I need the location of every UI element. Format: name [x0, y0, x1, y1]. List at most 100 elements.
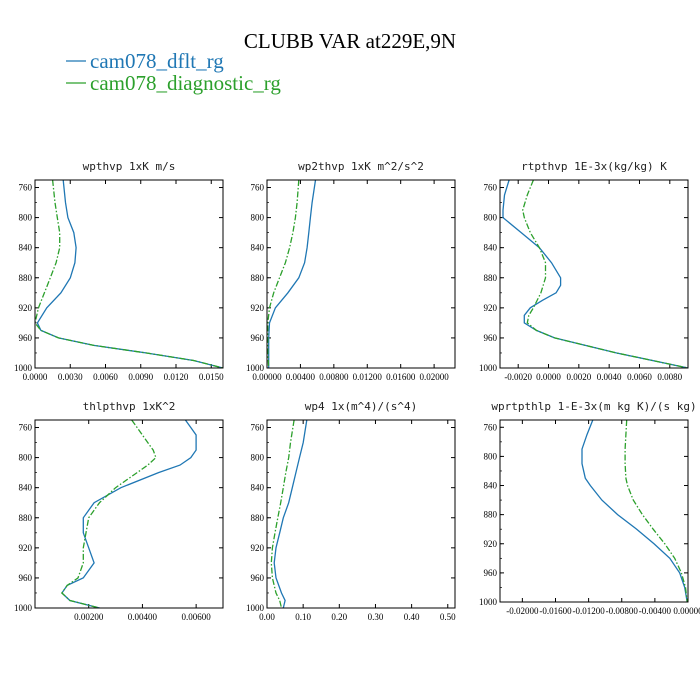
x-tick-label: -0.00400 — [639, 606, 672, 616]
y-tick-label: 800 — [19, 213, 33, 223]
y-tick-label: 800 — [19, 453, 33, 463]
series-line-diagnostic — [522, 180, 688, 368]
x-tick-label: 0.00600 — [182, 612, 212, 622]
x-tick-label: 0.0060 — [93, 372, 118, 382]
y-tick-label: 800 — [484, 213, 498, 223]
x-tick-label: 0.00000 — [252, 372, 282, 382]
y-tick-label: 960 — [19, 573, 33, 583]
y-tick-label: 880 — [251, 273, 265, 283]
panel-5: wp4 1x(m^4)/(s^4)76080084088092096010000… — [246, 400, 456, 622]
y-tick-label: 760 — [484, 422, 498, 432]
figure-title: CLUBB VAR at229E,9N — [244, 29, 456, 53]
x-tick-label: 0.30 — [368, 612, 384, 622]
y-tick-label: 1000 — [14, 603, 33, 613]
panel-4: thlpthvp 1xK^2 760 800 840 880 920 960 1000 0.00… — [14, 400, 224, 622]
y-tick-label: 920 — [19, 303, 33, 313]
x-tick-label: 0.00200 — [74, 612, 104, 622]
x-tick-label: 0.0000 — [536, 372, 561, 382]
x-tick-label: 0.0080 — [657, 372, 682, 382]
y-tick-label: 840 — [251, 243, 265, 253]
panel-3: rtpthvp 1E-3x(kg/kg) K 760 800 840 880 920 960… — [479, 160, 689, 382]
series-line-dflt — [36, 180, 223, 368]
y-tick-label: 880 — [484, 273, 498, 283]
y-tick-label: 920 — [484, 303, 498, 313]
x-tick-label: 0.00400 — [286, 372, 316, 382]
y-tick-label: 1000 — [246, 363, 265, 373]
legend: cam078_dflt_rg cam078_diagnostic_rg — [66, 49, 281, 95]
panel-6: wprtpthlp 1-E-3x(m kg K)/(s kg) 760 800 840… — [479, 400, 700, 616]
y-tick-label: 760 — [251, 423, 265, 433]
plot-frame — [266, 419, 456, 609]
panel-title: wp2thvp 1xK m^2/s^2 — [298, 160, 424, 173]
series-line-dflt — [581, 420, 688, 602]
y-tick-label: 800 — [251, 453, 265, 463]
series-line-dflt — [273, 420, 308, 608]
x-tick-label: 0.00 — [259, 612, 275, 622]
plot-frame — [34, 419, 224, 609]
legend-label-diagnostic: cam078_diagnostic_rg — [90, 71, 281, 95]
x-tick-label: 0.20 — [331, 612, 347, 622]
x-tick-label: 0.0000 — [23, 372, 48, 382]
x-tick-label: -0.01600 — [539, 606, 572, 616]
plot-frame — [266, 179, 456, 369]
x-tick-label: 0.01600 — [386, 372, 416, 382]
y-tick-label: 840 — [251, 483, 265, 493]
y-tick-label: 880 — [19, 273, 33, 283]
panel-1: wpthvp 1xK m/s76080084088092096010000.00… — [14, 160, 224, 382]
panel-title: wpthvp 1xK m/s — [83, 160, 176, 173]
x-tick-label: 0.0030 — [58, 372, 83, 382]
x-tick-label: 0.00400 — [128, 612, 158, 622]
panel-title: wprtpthlp 1-E-3x(m kg K)/(s kg) — [491, 400, 696, 413]
y-tick-label: 960 — [484, 333, 498, 343]
x-tick-label: -0.02000 — [506, 606, 539, 616]
y-tick-label: 760 — [19, 423, 33, 433]
panel-2: wp2thvp 1xK m^2/s^2 760 800 840 880 920 960 100… — [246, 160, 456, 382]
y-tick-label: 1000 — [14, 363, 33, 373]
y-tick-label: 840 — [484, 481, 498, 491]
x-tick-label: 0.00800 — [319, 372, 349, 382]
x-tick-label: 0.0020 — [566, 372, 591, 382]
legend-label-dflt: cam078_dflt_rg — [90, 49, 224, 73]
x-tick-label: 0.0060 — [627, 372, 652, 382]
x-tick-label: 0.50 — [440, 612, 456, 622]
y-tick-label: 800 — [484, 451, 498, 461]
y-tick-label: 880 — [251, 513, 265, 523]
panel-title: thlpthvp 1xK^2 — [83, 400, 176, 413]
y-tick-label: 840 — [19, 483, 33, 493]
y-tick-label: 960 — [251, 573, 265, 583]
series-line-dflt — [61, 420, 197, 608]
plot-frame — [499, 179, 689, 369]
y-tick-label: 1000 — [479, 597, 498, 607]
panels: wpthvp 1xK m/s76080084088092096010000.00… — [14, 160, 700, 622]
y-tick-label: 760 — [484, 183, 498, 193]
series-line-diagnostic — [267, 180, 300, 368]
x-tick-label: -0.01200 — [572, 606, 605, 616]
x-tick-label: -0.00800 — [606, 606, 639, 616]
x-tick-label: 0.0090 — [128, 372, 153, 382]
series-line-diagnostic — [61, 420, 157, 608]
series-line-dflt — [502, 180, 688, 368]
x-tick-label: 0.0150 — [199, 372, 224, 382]
x-tick-label: 0.00000 — [673, 606, 700, 616]
series-line-diagnostic — [624, 420, 688, 602]
y-tick-label: 920 — [251, 303, 265, 313]
y-tick-label: 960 — [484, 568, 498, 578]
plot-frame — [34, 179, 224, 369]
x-tick-label: 0.0120 — [164, 372, 189, 382]
y-tick-label: 760 — [19, 183, 33, 193]
x-tick-label: 0.10 — [295, 612, 311, 622]
series-line-dflt — [268, 180, 317, 368]
x-tick-label: 0.02000 — [419, 372, 449, 382]
x-tick-label: 0.40 — [404, 612, 420, 622]
x-tick-label: 0.0040 — [597, 372, 622, 382]
y-tick-label: 920 — [484, 539, 498, 549]
panel-title: wp4 1x(m^4)/(s^4) — [305, 400, 418, 413]
series-line-diagnostic — [270, 420, 295, 608]
y-tick-label: 1000 — [246, 603, 265, 613]
y-tick-label: 1000 — [479, 363, 498, 373]
y-tick-label: 920 — [251, 543, 265, 553]
y-tick-label: 960 — [19, 333, 33, 343]
y-tick-label: 840 — [484, 243, 498, 253]
y-tick-label: 760 — [251, 183, 265, 193]
y-tick-label: 880 — [484, 510, 498, 520]
